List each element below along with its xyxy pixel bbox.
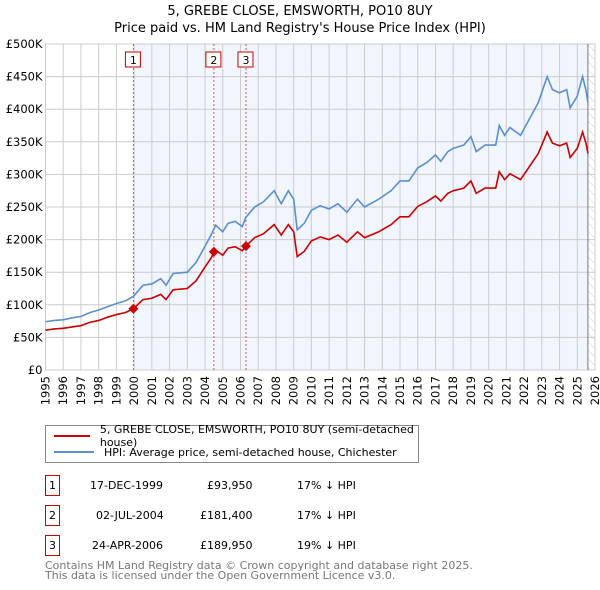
x-tick-label: 2004 — [198, 376, 212, 405]
legend-swatch-property — [54, 435, 90, 437]
legend-label-property: 5, GREBE CLOSE, EMSWORTH, PO10 8UY (semi… — [99, 423, 414, 449]
sale-row: 2 02-JUL-2004 £181,400 17% ↓ HPI — [45, 505, 445, 526]
sale-date: 02-JUL-2004 — [96, 509, 164, 522]
y-tick-label: £50K — [13, 330, 43, 344]
sale-marker-number: 3 — [242, 54, 249, 67]
legend: 5, GREBE CLOSE, EMSWORTH, PO10 8UY (semi… — [45, 423, 419, 463]
x-tick-label: 2008 — [269, 376, 283, 405]
x-tick-label: 2019 — [464, 376, 478, 405]
x-tick-label: 2017 — [428, 376, 442, 405]
sale-hpi-diff: 19% ↓ HPI — [297, 539, 356, 552]
y-tick-label: £150K — [6, 265, 43, 279]
x-tick-label: 2001 — [145, 376, 159, 405]
y-tick-label: £300K — [6, 167, 43, 181]
x-tick-label: 2025 — [570, 376, 584, 405]
x-tick-label: 2014 — [375, 376, 389, 405]
legend-label-hpi: HPI: Average price, semi-detached house,… — [104, 445, 397, 459]
y-tick-label: £100K — [6, 298, 43, 312]
sale-price: £189,950 — [200, 539, 253, 552]
x-tick-label: 2007 — [251, 376, 265, 405]
sale-date: 17-DEC-1999 — [90, 479, 164, 492]
x-tick-label: 2003 — [180, 376, 194, 405]
x-tick-label: 2015 — [393, 376, 407, 405]
x-tick-label: 2016 — [411, 376, 425, 405]
sale-marker-number: 1 — [130, 54, 137, 67]
sale-point — [208, 246, 219, 257]
x-tick-label: 2000 — [127, 376, 141, 405]
property-price-line — [45, 129, 589, 332]
chart-title: 5, GREBE CLOSE, EMSWORTH, PO10 8UY — [167, 4, 433, 19]
footer: Contains HM Land Registry data © Crown c… — [45, 559, 473, 582]
sale-badge: 3 — [45, 535, 60, 556]
sale-date: 24-APR-2006 — [92, 539, 164, 552]
sale-marker-number: 2 — [210, 54, 217, 67]
sale-hpi-diff: 17% ↓ HPI — [297, 479, 356, 492]
x-tick-label: 1996 — [56, 376, 70, 405]
y-tick-label: £500K — [6, 37, 43, 51]
sale-row: 1 17-DEC-1999 £93,950 17% ↓ HPI — [45, 475, 445, 496]
price-chart: 1995 1996 1997 1998 1999 2000 2001 2002 2003 2004… — [6, 37, 600, 405]
x-tick-label: 1995 — [39, 376, 53, 405]
y-tick-label: £400K — [6, 102, 43, 116]
x-tick-label: 2021 — [499, 376, 513, 405]
x-tick-label: 2010 — [304, 376, 318, 405]
x-tick-label: 2013 — [358, 376, 372, 405]
chart-subtitle: Price paid vs. HM Land Registry's House … — [114, 21, 486, 36]
y-tick-label: £450K — [6, 70, 43, 84]
x-tick-label: 1998 — [92, 376, 106, 405]
sale-marker-box — [205, 51, 222, 68]
sale-row: 3 24-APR-2006 £189,950 19% ↓ HPI — [45, 535, 445, 556]
x-tick-label: 2002 — [163, 376, 177, 405]
x-tick-label: 2018 — [446, 376, 460, 405]
y-tick-label: £0 — [28, 363, 43, 377]
sale-point — [240, 241, 251, 252]
sale-badge: 2 — [45, 505, 60, 526]
sale-hpi-diff: 17% ↓ HPI — [297, 509, 356, 522]
copyright-text: Contains HM Land Registry data © Crown c… — [45, 559, 473, 572]
x-tick-label: 2023 — [535, 376, 549, 405]
sale-point — [128, 303, 139, 314]
sale-marker-box — [124, 51, 141, 68]
y-tick-label: £250K — [6, 200, 43, 214]
sale-price: £181,400 — [200, 509, 253, 522]
x-tick-label: 2020 — [482, 376, 496, 405]
y-tick-label: £350K — [6, 135, 43, 149]
x-tick-label: 2006 — [233, 376, 247, 405]
x-tick-label: 2009 — [287, 376, 301, 405]
y-tick-label: £200K — [6, 233, 43, 247]
x-tick-label: 2026 — [588, 376, 600, 405]
x-tick-label: 1997 — [74, 376, 88, 405]
licence-text: This data is licensed under the Open Gov… — [45, 569, 396, 582]
legend-swatch-hpi — [54, 451, 94, 453]
x-tick-label: 2012 — [340, 376, 354, 405]
hpi-line — [45, 73, 589, 323]
x-tick-label: 2005 — [216, 376, 230, 405]
x-tick-label: 2011 — [322, 376, 336, 405]
sale-badge: 1 — [45, 475, 60, 496]
sale-marker-box — [237, 51, 254, 68]
sale-price: £93,950 — [207, 479, 253, 492]
x-tick-label: 1999 — [109, 376, 123, 405]
x-tick-label: 2024 — [553, 376, 567, 405]
x-tick-label: 2022 — [517, 376, 531, 405]
